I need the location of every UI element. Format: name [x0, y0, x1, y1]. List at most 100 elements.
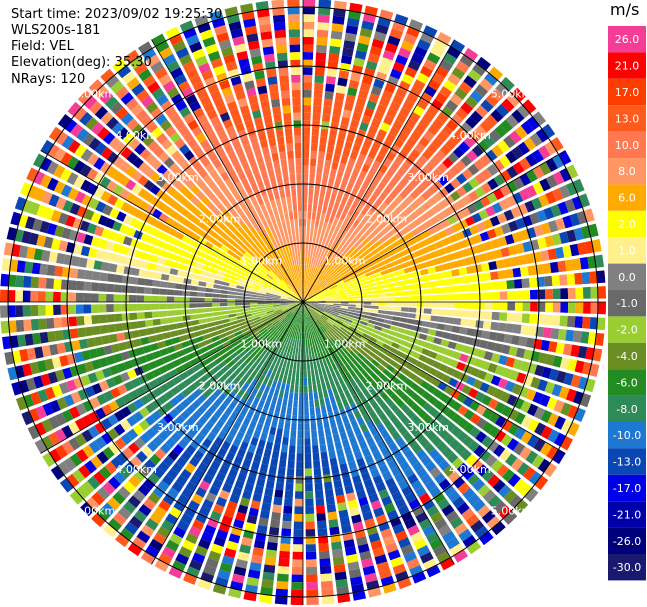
range-gate	[442, 356, 452, 366]
range-gate	[221, 46, 234, 58]
range-gate	[213, 536, 226, 547]
range-gate	[355, 267, 364, 274]
range-gate	[291, 574, 303, 583]
range-gate	[191, 399, 202, 410]
range-gate	[309, 315, 314, 323]
range-gate	[254, 381, 262, 390]
range-gate	[86, 168, 99, 181]
range-gate	[273, 276, 281, 283]
range-gate	[223, 240, 232, 249]
range-gate	[366, 384, 375, 394]
range-gate	[223, 377, 233, 387]
range-gate	[142, 344, 152, 354]
range-gate	[400, 511, 414, 523]
range-gate	[318, 300, 326, 302]
range-gate	[452, 317, 462, 326]
range-gate	[422, 148, 434, 160]
range-gate	[269, 259, 276, 267]
range-gate	[267, 311, 275, 316]
range-gate	[324, 427, 332, 437]
range-gate	[251, 413, 260, 423]
range-gate	[377, 284, 386, 290]
range-gate	[361, 114, 372, 125]
range-gate	[145, 402, 156, 414]
range-gate	[465, 116, 478, 129]
range-gate	[454, 160, 467, 172]
range-gate	[216, 104, 228, 116]
range-gate	[513, 442, 526, 456]
range-gate	[479, 449, 492, 463]
range-gate	[230, 410, 239, 421]
range-gate	[481, 510, 496, 524]
range-gate	[305, 551, 317, 560]
range-gate	[476, 282, 485, 291]
range-gate	[155, 333, 164, 342]
range-gate	[127, 349, 138, 359]
range-gate	[331, 402, 339, 412]
range-gate	[316, 308, 324, 314]
range-gate	[300, 286, 303, 295]
range-gate	[358, 323, 367, 330]
range-gate	[22, 305, 31, 317]
range-gate	[66, 379, 77, 392]
range-gate	[55, 196, 67, 210]
range-gate	[392, 61, 406, 73]
range-gate	[325, 295, 333, 299]
range-gate	[397, 504, 410, 516]
range-gate	[324, 275, 331, 282]
range-gate	[173, 180, 184, 191]
range-gate	[312, 204, 318, 213]
range-gate	[321, 595, 335, 605]
range-gate	[451, 413, 463, 425]
range-gate	[356, 42, 369, 53]
range-gate	[364, 241, 373, 249]
range-gate	[23, 275, 32, 288]
range-gate	[124, 381, 135, 392]
range-gate	[435, 330, 444, 338]
range-gate	[190, 319, 200, 326]
range-gate	[413, 538, 427, 550]
range-gate	[169, 396, 180, 407]
range-gate	[352, 590, 366, 601]
range-gate	[458, 81, 473, 95]
range-gate	[284, 328, 290, 336]
range-gate	[335, 210, 343, 219]
range-gate	[407, 221, 417, 231]
range-gate	[199, 251, 208, 259]
range-gate	[72, 217, 83, 230]
range-gate	[312, 313, 319, 320]
range-gate	[401, 226, 411, 235]
range-gate	[351, 248, 359, 256]
range-gate	[364, 518, 376, 529]
range-gate	[560, 436, 573, 451]
range-gate	[121, 294, 129, 302]
range-gate	[303, 377, 308, 386]
range-gate	[325, 300, 334, 302]
range-gate	[400, 393, 410, 403]
range-gate	[112, 58, 127, 73]
range-gate	[309, 165, 316, 174]
range-gate	[286, 250, 291, 259]
range-gate	[250, 436, 259, 447]
range-gate	[217, 129, 228, 141]
range-gate	[347, 157, 356, 168]
range-gate	[101, 432, 114, 445]
range-gate	[265, 305, 274, 308]
range-gate	[120, 433, 133, 446]
range-gate	[374, 170, 385, 181]
range-gate	[394, 408, 405, 419]
range-gate	[582, 316, 591, 329]
range-gate	[304, 287, 308, 295]
range-gate	[476, 221, 487, 233]
range-gate	[133, 62, 148, 76]
range-gate	[76, 232, 87, 244]
range-gate	[266, 541, 278, 551]
range-gate	[269, 91, 280, 100]
range-gate	[376, 280, 385, 286]
range-gate	[295, 468, 303, 477]
range-gate	[519, 483, 533, 498]
range-gate	[336, 494, 346, 504]
range-gate	[314, 286, 321, 293]
range-gate	[510, 256, 520, 267]
range-gate	[279, 358, 285, 367]
